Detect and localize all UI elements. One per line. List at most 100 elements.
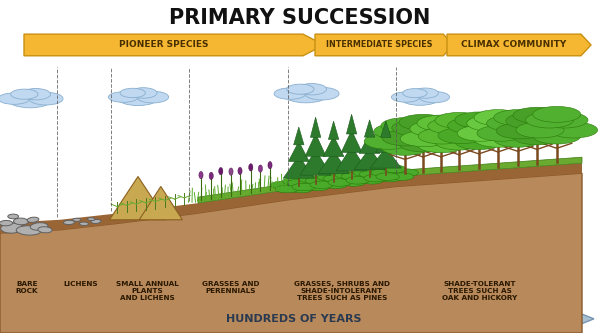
Text: BARE
ROCK: BARE ROCK [16,281,38,294]
Ellipse shape [353,175,377,182]
Ellipse shape [311,179,335,187]
Ellipse shape [383,170,407,178]
Polygon shape [289,142,309,162]
Ellipse shape [374,123,422,139]
Ellipse shape [120,88,145,98]
Ellipse shape [130,88,157,98]
Polygon shape [370,148,401,168]
Ellipse shape [287,179,311,187]
Ellipse shape [442,118,490,134]
Ellipse shape [275,185,299,193]
Ellipse shape [424,121,472,137]
Ellipse shape [381,139,429,155]
Ellipse shape [329,177,353,184]
Ellipse shape [30,223,48,230]
Ellipse shape [317,173,341,181]
Ellipse shape [391,92,420,102]
Ellipse shape [520,113,568,129]
Polygon shape [346,114,357,134]
Polygon shape [198,157,582,203]
Ellipse shape [283,184,306,191]
Ellipse shape [8,214,19,219]
Ellipse shape [346,176,369,184]
Ellipse shape [399,136,447,152]
Polygon shape [0,163,582,233]
Ellipse shape [526,112,574,128]
Ellipse shape [238,167,242,174]
Ellipse shape [360,176,384,184]
Ellipse shape [137,91,169,103]
Ellipse shape [11,89,38,99]
Ellipse shape [292,183,316,191]
Ellipse shape [27,217,39,222]
Ellipse shape [395,169,419,176]
Ellipse shape [376,173,400,180]
Ellipse shape [64,220,74,224]
Ellipse shape [88,218,95,220]
Ellipse shape [0,220,13,226]
Polygon shape [447,34,591,56]
Ellipse shape [550,122,598,138]
Ellipse shape [14,218,28,225]
Ellipse shape [417,137,465,153]
Ellipse shape [305,87,339,100]
Polygon shape [364,120,375,137]
Ellipse shape [511,125,559,141]
Ellipse shape [438,128,486,144]
Ellipse shape [274,88,306,99]
Ellipse shape [448,118,496,134]
Ellipse shape [258,165,263,172]
Polygon shape [0,173,582,333]
Ellipse shape [109,92,138,102]
Ellipse shape [474,110,522,126]
Ellipse shape [325,181,348,188]
Ellipse shape [268,162,272,169]
Text: PIONEER SPECIES: PIONEER SPECIES [119,40,208,50]
Ellipse shape [342,179,366,186]
Ellipse shape [347,175,371,182]
Ellipse shape [284,87,328,103]
Polygon shape [341,130,362,153]
Ellipse shape [434,131,482,147]
Ellipse shape [494,131,542,147]
Ellipse shape [328,179,351,186]
Ellipse shape [398,133,446,149]
Ellipse shape [403,89,427,98]
Polygon shape [283,156,314,178]
Ellipse shape [417,115,465,131]
Text: PRIMARY SUCCESSION: PRIMARY SUCCESSION [169,8,431,28]
Ellipse shape [91,219,101,223]
Ellipse shape [283,178,306,185]
Ellipse shape [38,227,52,233]
Ellipse shape [383,171,407,179]
Ellipse shape [481,115,529,131]
Ellipse shape [8,92,52,108]
Polygon shape [310,117,321,137]
Ellipse shape [501,115,549,131]
Polygon shape [305,134,326,156]
Ellipse shape [383,165,407,173]
Ellipse shape [364,174,388,182]
Ellipse shape [474,131,522,147]
Ellipse shape [290,185,313,193]
Text: LICHENS: LICHENS [64,281,98,287]
Ellipse shape [118,91,158,106]
Text: SMALL ANNUAL
PLANTS
AND LICHENS: SMALL ANNUAL PLANTS AND LICHENS [116,281,178,301]
Polygon shape [6,308,594,330]
Ellipse shape [462,118,510,134]
Ellipse shape [297,84,326,95]
Ellipse shape [209,172,214,179]
Ellipse shape [400,131,448,147]
Ellipse shape [477,125,525,141]
Ellipse shape [371,173,395,180]
Ellipse shape [79,222,89,225]
Ellipse shape [399,114,447,130]
Ellipse shape [516,122,564,138]
Ellipse shape [392,120,440,136]
Ellipse shape [406,120,454,136]
Ellipse shape [364,133,412,149]
Ellipse shape [533,106,581,122]
Ellipse shape [218,167,223,175]
Ellipse shape [381,118,429,134]
Polygon shape [380,121,391,137]
